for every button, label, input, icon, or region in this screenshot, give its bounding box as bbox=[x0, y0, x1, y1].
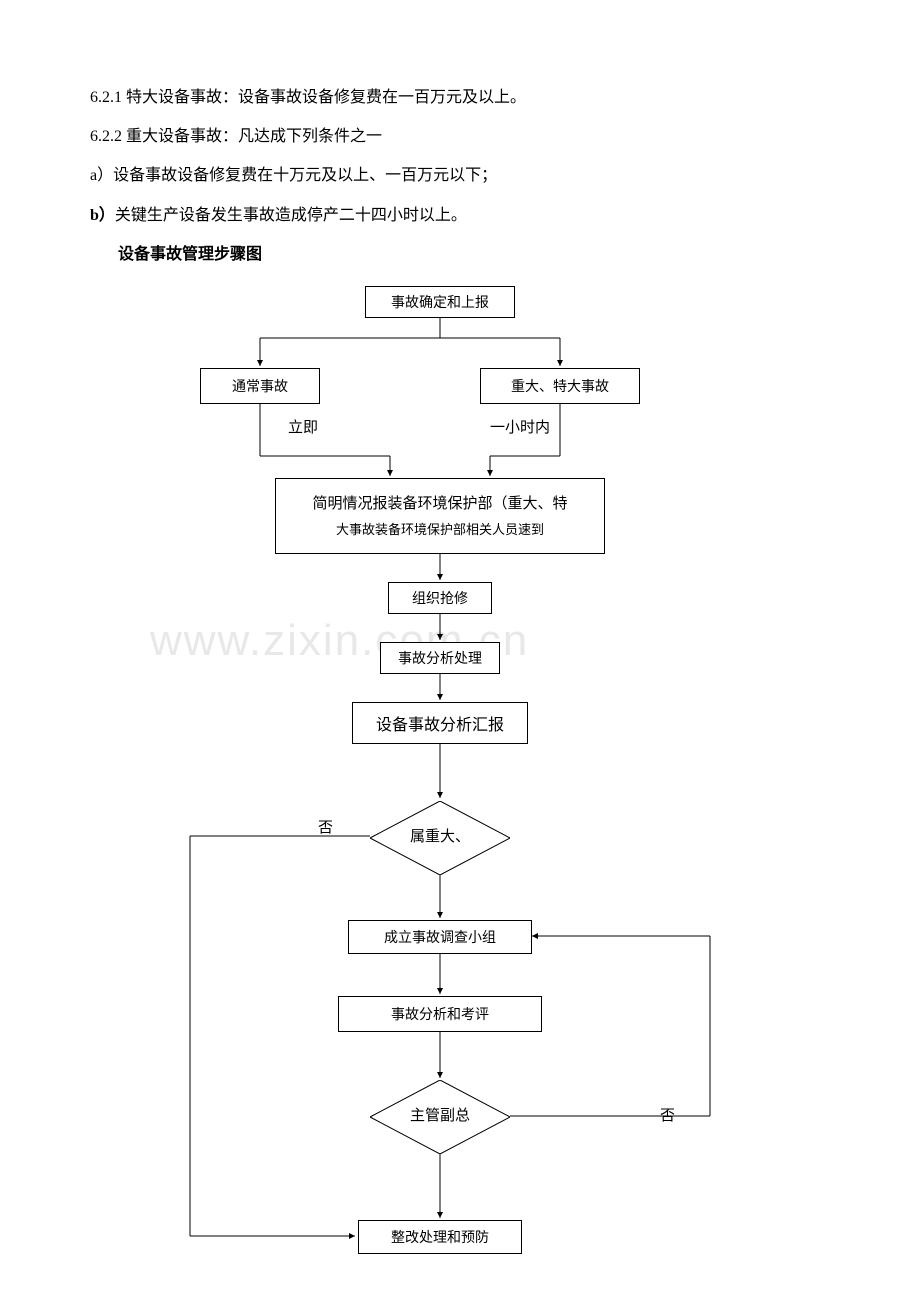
node-organize-repair: 组织抢修 bbox=[388, 582, 492, 614]
node-accident-confirm-report: 事故确定和上报 bbox=[365, 286, 515, 318]
paragraph-6-2-2: 6.2.2 重大设备事故：凡达成下列条件之一 bbox=[90, 119, 830, 154]
node-analysis-report: 设备事故分析汇报 bbox=[352, 702, 528, 744]
node-investigation-team: 成立事故调查小组 bbox=[348, 920, 532, 954]
decision-deputy-director-label: 主管副总 bbox=[410, 1104, 470, 1125]
flowchart-container: www.zixin.com.cn bbox=[90, 276, 830, 1276]
flowchart-heading: 设备事故管理步骤图 bbox=[90, 237, 830, 272]
label-immediately: 立即 bbox=[288, 416, 318, 437]
node-brief-report-line1: 简明情况报装备环境保护部（重大、特 bbox=[312, 491, 567, 518]
label-no-left: 否 bbox=[318, 816, 333, 837]
node-analysis-evaluation: 事故分析和考评 bbox=[338, 996, 542, 1032]
node-brief-report-line2: 大事故装备环境保护部相关人员速到 bbox=[336, 518, 544, 541]
paragraph-b-body: 关键生产设备发生事故造成停产二十四小时以上。 bbox=[115, 207, 467, 224]
node-rectification-prevention: 整改处理和预防 bbox=[358, 1220, 522, 1254]
label-within-one-hour: 一小时内 bbox=[490, 416, 550, 437]
node-normal-accident: 通常事故 bbox=[200, 368, 320, 404]
decision-is-major-label: 属重大、 bbox=[410, 825, 470, 846]
bold-prefix-b: b） bbox=[90, 207, 115, 224]
node-brief-report: 简明情况报装备环境保护部（重大、特 大事故装备环境保护部相关人员速到 bbox=[275, 478, 605, 554]
paragraph-b: b）关键生产设备发生事故造成停产二十四小时以上。 bbox=[90, 198, 830, 233]
paragraph-a: a）设备事故设备修复费在十万元及以上、一百万元以下； bbox=[90, 158, 830, 193]
node-analysis-handling: 事故分析处理 bbox=[380, 642, 500, 674]
decision-deputy-director: 主管副总 bbox=[370, 1080, 510, 1150]
label-no-right: 否 bbox=[660, 1104, 675, 1125]
node-major-accident: 重大、特大事故 bbox=[480, 368, 640, 404]
decision-is-major: 属重大、 bbox=[370, 801, 510, 871]
paragraph-6-2-1: 6.2.1 特大设备事故：设备事故设备修复费在一百万元及以上。 bbox=[90, 80, 830, 115]
